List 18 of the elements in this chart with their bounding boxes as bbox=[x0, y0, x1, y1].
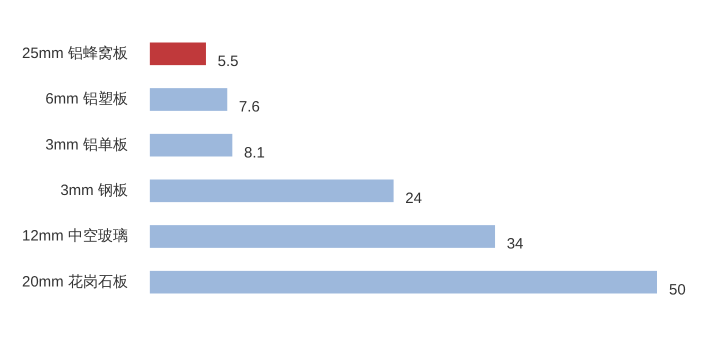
data-label: 7.6 bbox=[238, 98, 260, 116]
data-label: 34 bbox=[506, 236, 524, 253]
y-tick-label: 25mm 铝蜂窝板 bbox=[22, 44, 128, 62]
bar bbox=[150, 180, 394, 202]
data-label: 8.1 bbox=[244, 144, 265, 162]
data-label: 5.5 bbox=[218, 52, 238, 70]
data-label: 24 bbox=[405, 190, 422, 207]
y-tick-label: 3mm 铝单板 bbox=[45, 136, 128, 154]
bar bbox=[150, 42, 206, 66]
y-tick-label: 12mm 中空玻璃 bbox=[22, 228, 128, 245]
y-tick-label: 6mm 铝塑板 bbox=[45, 90, 128, 108]
y-tick-label: 20mm 花岗石板 bbox=[22, 273, 128, 290]
y-tick-label: 3mm 钢板 bbox=[60, 182, 128, 199]
bar bbox=[150, 270, 657, 294]
bar bbox=[150, 134, 232, 156]
bar bbox=[150, 225, 496, 248]
bar bbox=[150, 88, 228, 111]
data-label: 50 bbox=[669, 281, 686, 298]
